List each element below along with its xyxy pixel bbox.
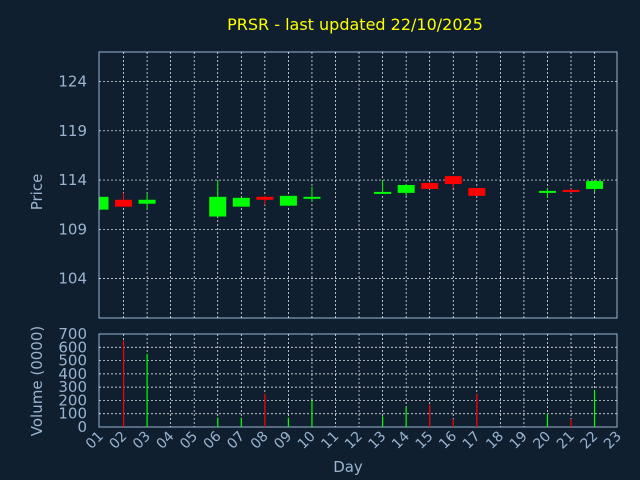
candle-body: [468, 187, 486, 196]
volume-tick-label: 0: [77, 418, 87, 436]
price-tick-label: 119: [58, 122, 87, 140]
volume-bars: [122, 340, 596, 427]
candle-20: [538, 187, 556, 198]
candles: [99, 176, 604, 217]
candle-body: [279, 195, 297, 206]
x-tick-label: 04: [154, 428, 178, 452]
candle-body: [209, 196, 227, 217]
candle-body: [444, 176, 462, 185]
x-tick-label: 06: [201, 428, 225, 452]
x-tick-label: 20: [530, 429, 554, 453]
x-tick-label: 09: [271, 429, 295, 453]
x-tick-label: 07: [224, 429, 248, 453]
candle-17: [468, 187, 486, 196]
price-panel: 104 109 114 119 124 Price: [28, 51, 618, 319]
volume-tick-label: 600: [58, 338, 87, 356]
price-grid: [99, 52, 617, 318]
candle-body: [421, 183, 439, 189]
candle-body: [115, 199, 133, 207]
volume-axis-label: Volume (0000): [28, 326, 46, 436]
candle-body: [138, 199, 156, 204]
x-axis-label: Day: [333, 458, 363, 476]
candle-03: [138, 193, 156, 210]
candle-02: [115, 192, 133, 207]
x-tick-label: 18: [483, 429, 507, 453]
candle-16: [444, 176, 462, 188]
candle-body: [100, 196, 109, 210]
candle-22: [586, 180, 604, 192]
x-tick-label: 23: [601, 429, 625, 453]
x-tick-label: 22: [577, 429, 601, 453]
price-tick-label: 114: [58, 171, 87, 189]
candle-body: [562, 189, 580, 192]
candle-body: [232, 197, 250, 207]
x-tick-label: 19: [507, 429, 531, 453]
candle-body: [538, 190, 556, 193]
candle-15: [421, 182, 439, 189]
candle-10: [303, 186, 321, 202]
x-tick-label: 15: [413, 429, 437, 453]
volume-tick-label: 200: [58, 391, 87, 409]
candle-13: [374, 180, 392, 194]
x-tick-label: 21: [554, 429, 578, 453]
chart-title: PRSR - last updated 22/10/2025: [227, 15, 483, 34]
candle-body: [586, 181, 604, 189]
x-tick-label: 13: [366, 429, 390, 453]
volume-tick-label: 100: [58, 405, 87, 423]
price-tick-label: 124: [58, 73, 87, 91]
candle-14: [397, 184, 415, 196]
volume-plot-frame: [98, 333, 618, 428]
x-tick-label: 03: [130, 429, 154, 453]
candle-08: [256, 195, 274, 205]
price-tick-label: 109: [58, 220, 87, 238]
volume-tick-label: 700: [58, 325, 87, 343]
x-tick-label: 12: [342, 429, 366, 453]
volume-tick-label: 400: [58, 365, 87, 383]
price-tick-label: 104: [58, 270, 87, 288]
x-tick-label: 10: [295, 429, 319, 453]
price-plot-frame: [98, 51, 618, 319]
x-tick-label: 08: [248, 429, 272, 453]
x-tick-label: 14: [389, 428, 413, 452]
candle-body: [303, 196, 321, 199]
volume-tick-label: 300: [58, 378, 87, 396]
price-y-ticks: 104 109 114 119 124: [58, 73, 87, 288]
x-ticks: 01 02 03 04 05 06 07 08 09 10 11 12 13 14 15 16 17 18 19 20…: [83, 428, 625, 452]
volume-grid: [99, 334, 617, 427]
candle-06: [209, 180, 227, 217]
x-tick-label: 02: [106, 429, 130, 453]
x-tick-label: 11: [318, 429, 342, 453]
candle-07: [232, 197, 250, 207]
price-axis-label: Price: [28, 174, 46, 211]
candle-21: [562, 188, 580, 193]
x-tick-label: 05: [177, 429, 201, 453]
volume-tick-label: 500: [58, 352, 87, 370]
candle-01: [99, 196, 109, 210]
x-tick-label: 17: [460, 429, 484, 453]
candle-09: [279, 195, 297, 206]
candle-body: [374, 191, 392, 194]
x-tick-label: 16: [436, 428, 460, 452]
candle-body: [397, 185, 415, 193]
candle-body: [256, 196, 274, 200]
